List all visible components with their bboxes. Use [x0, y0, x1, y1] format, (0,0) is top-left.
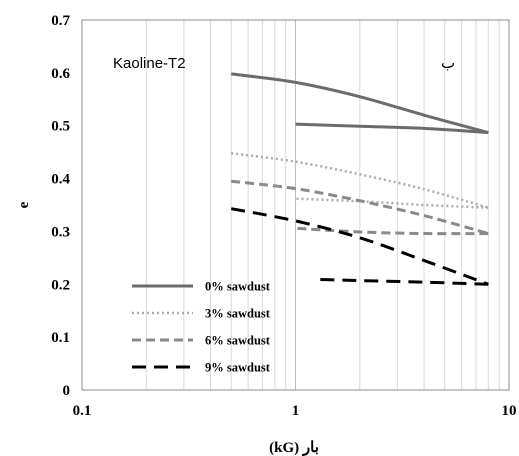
x-tick-label: 0.1 — [73, 403, 92, 419]
series-0-unloading-line — [295, 122, 489, 135]
y-tick-label: 0 — [63, 383, 71, 399]
series-2-unloading-line — [295, 226, 489, 236]
tick-labels: 00.10.20.30.40.50.60.70.1 1 10 — [51, 13, 516, 419]
y-tick-label: 0.1 — [51, 330, 70, 346]
legend-label: 3% sawdust — [205, 307, 271, 321]
series-0-loading-line — [231, 72, 489, 135]
y-tick-label: 0.2 — [51, 277, 70, 293]
plot-frame — [81, 19, 510, 391]
grid — [145, 20, 500, 390]
annotation-panel-letter: ب — [441, 55, 455, 72]
y-axis-title: e — [16, 201, 32, 208]
legend: 0% sawdust 3% sawdust 6% sawdust 9% sawdust — [132, 280, 271, 375]
legend-label: 9% sawdust — [205, 361, 271, 375]
y-tick-label: 0.5 — [51, 119, 70, 135]
legend-label: 6% sawdust — [205, 334, 271, 348]
series-1-unloading-line — [295, 197, 489, 209]
annotation-sample-name: Kaoline-T2 — [113, 55, 186, 72]
series-3-unloading-line — [319, 278, 489, 286]
series-1-loading-line — [231, 151, 489, 209]
axes — [81, 19, 510, 391]
x-tick-label: 10 — [502, 403, 517, 419]
series-3-loading-line — [230, 207, 489, 286]
legend-label: 0% sawdust — [205, 280, 271, 294]
y-tick-label: 0.4 — [51, 172, 70, 188]
x-axis-title: بار (kG) — [269, 440, 319, 456]
series-2-loading-line — [231, 179, 489, 235]
y-tick-label: 0.6 — [51, 66, 70, 82]
series-layer — [230, 72, 489, 286]
y-tick-label: 0.3 — [51, 224, 70, 240]
y-tick-label: 0.7 — [51, 13, 70, 29]
x-tick-label: 1 — [292, 403, 300, 419]
